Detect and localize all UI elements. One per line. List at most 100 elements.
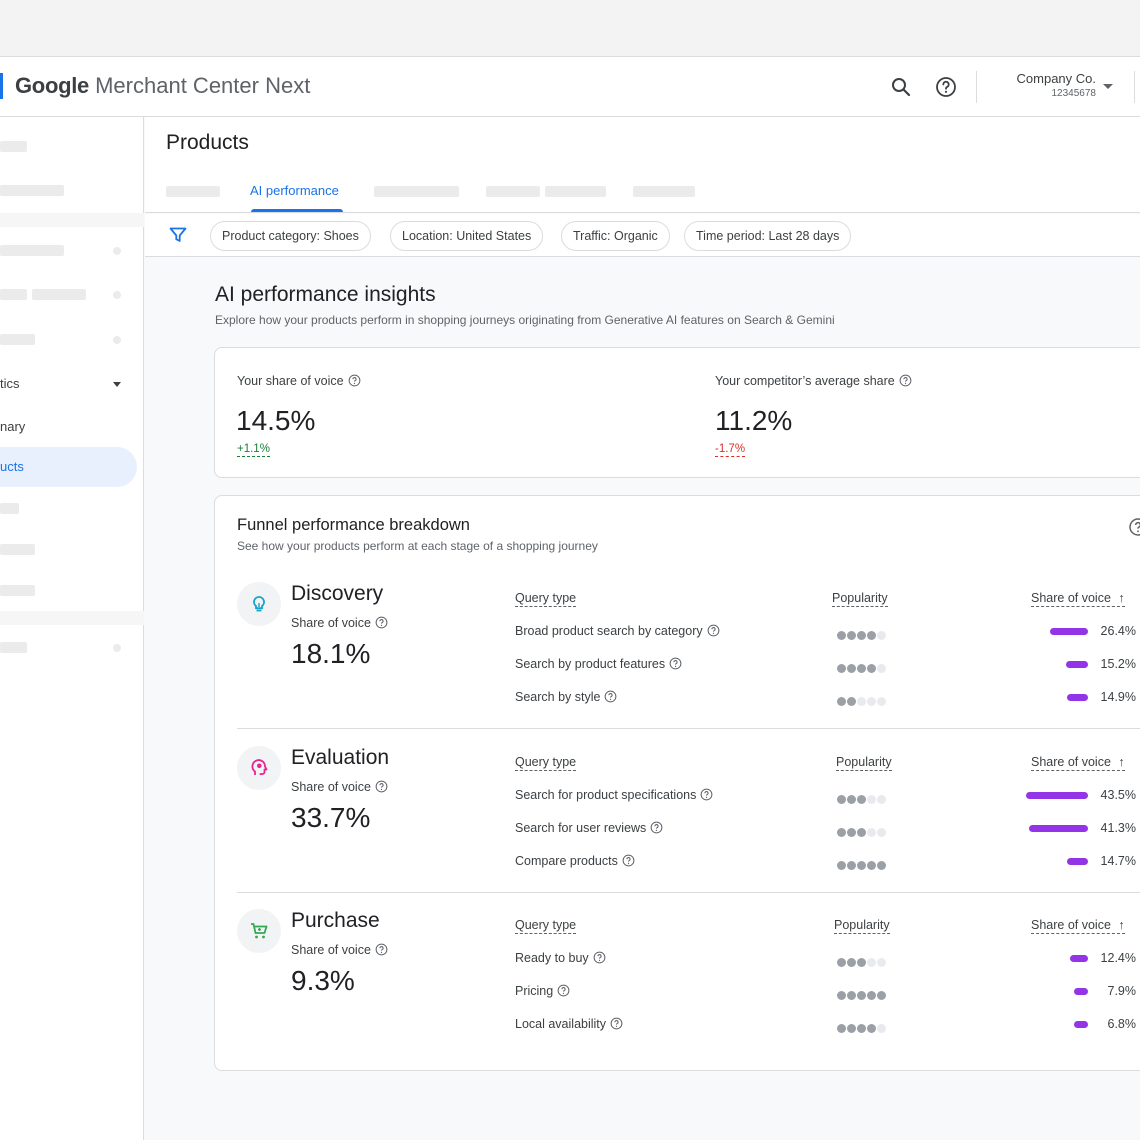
sidebar-item-placeholder[interactable] — [0, 245, 64, 256]
column-header-popularity[interactable]: Popularity — [832, 591, 888, 607]
popularity-dot — [867, 861, 876, 870]
sidebar-item-placeholder[interactable] — [0, 503, 19, 514]
popularity-dot — [857, 664, 866, 673]
sidebar-item-placeholder[interactable] — [0, 289, 27, 300]
column-header-query-type[interactable]: Query type — [515, 918, 577, 934]
arrow-up-icon: ↑ — [1118, 755, 1125, 769]
app-title[interactable]: Google Merchant Center Next — [15, 73, 310, 99]
page-title: Products — [166, 131, 249, 154]
share-of-voice-bar — [1029, 825, 1088, 832]
chevron-down-icon[interactable] — [1103, 84, 1113, 89]
funnel-subtitle: See how your products perform at each st… — [237, 539, 598, 553]
column-header-query-type[interactable]: Query type — [515, 755, 577, 771]
insights-title: AI performance insights — [215, 283, 436, 306]
sidebar-item-placeholder[interactable] — [0, 334, 35, 345]
filter-chip-traffic[interactable]: Traffic: Organic — [561, 221, 670, 251]
help-icon[interactable] — [700, 788, 713, 801]
popularity-indicator — [837, 987, 887, 1000]
popularity-dot — [877, 664, 886, 673]
tab-ai-performance[interactable]: AI performance — [250, 183, 339, 198]
sidebar-item-products[interactable] — [0, 447, 137, 487]
popularity-dot — [837, 958, 846, 967]
query-type-label: Broad product search by category — [515, 624, 703, 638]
help-icon[interactable] — [650, 821, 663, 834]
tab-placeholder[interactable] — [486, 186, 540, 197]
tab-placeholder[interactable] — [374, 186, 459, 197]
query-type-row: Ready to buy — [515, 951, 606, 965]
account-switcher[interactable]: Company Co. 12345678 — [984, 71, 1096, 99]
sidebar-item-analytics[interactable]: tics — [0, 376, 20, 391]
popularity-dot — [857, 861, 866, 870]
sidebar-item-placeholder[interactable] — [0, 544, 35, 555]
query-type-row: Search by style — [515, 690, 617, 704]
insights-subtitle: Explore how your products perform in sho… — [215, 313, 835, 327]
app-header: Google Merchant Center Next Company Co. … — [0, 57, 1140, 117]
stage-sov-value: 9.3% — [291, 965, 355, 996]
column-header-share-of-voice[interactable]: Share of voice ↑ — [1031, 591, 1125, 607]
help-icon[interactable] — [375, 780, 388, 793]
popularity-indicator — [837, 954, 887, 967]
query-type-row: Search for product specifications — [515, 788, 713, 802]
query-type-label: Compare products — [515, 854, 618, 868]
help-icon[interactable] — [934, 75, 958, 99]
logo-accent — [0, 73, 3, 99]
account-id: 12345678 — [1051, 88, 1097, 99]
sidebar-item-products-label: ucts — [0, 459, 24, 474]
popularity-dot — [877, 991, 886, 1000]
share-of-voice-value: 26.4% — [1100, 624, 1136, 638]
stage-sov-label-text: Share of voice — [291, 616, 371, 630]
help-icon[interactable] — [1128, 517, 1140, 542]
filter-icon[interactable] — [169, 227, 187, 248]
help-icon[interactable] — [707, 624, 720, 637]
column-header-share-of-voice[interactable]: Share of voice ↑ — [1031, 755, 1125, 771]
help-icon[interactable] — [593, 951, 606, 964]
popularity-dot — [837, 991, 846, 1000]
help-icon[interactable] — [669, 657, 682, 670]
sidebar-item-placeholder[interactable] — [0, 185, 64, 196]
popularity-dot — [877, 958, 886, 967]
sidebar-item-placeholder[interactable] — [0, 642, 27, 653]
tab-placeholder[interactable] — [633, 186, 695, 197]
popularity-indicator — [837, 791, 887, 804]
help-icon[interactable] — [622, 854, 635, 867]
share-of-voice-value: 7.9% — [1107, 984, 1137, 998]
column-header-share-of-voice-text: Share of voice — [1031, 918, 1111, 932]
share-of-voice-bar — [1074, 988, 1088, 995]
column-header-query-type[interactable]: Query type — [515, 591, 577, 607]
help-icon[interactable] — [610, 1017, 623, 1030]
column-header-share-of-voice[interactable]: Share of voice ↑ — [1031, 918, 1125, 934]
help-icon[interactable] — [899, 374, 912, 387]
filter-chip-category[interactable]: Product category: Shoes — [210, 221, 371, 251]
chevron-down-icon[interactable] — [113, 382, 121, 387]
stage-name: Discovery — [291, 582, 384, 605]
column-header-popularity[interactable]: Popularity — [836, 755, 892, 771]
stage-sov-value: 18.1% — [291, 638, 371, 669]
share-of-voice-bar — [1067, 858, 1088, 865]
popularity-dot — [877, 861, 886, 870]
help-icon[interactable] — [557, 984, 570, 997]
stage-sov-label-text: Share of voice — [291, 943, 371, 957]
filter-chip-time-period[interactable]: Time period: Last 28 days — [684, 221, 852, 251]
popularity-dot — [847, 1024, 856, 1033]
popularity-dot — [857, 631, 866, 640]
search-icon[interactable] — [889, 75, 913, 99]
popularity-dot — [847, 795, 856, 804]
tab-placeholder[interactable] — [166, 186, 220, 197]
popularity-dot — [847, 697, 856, 706]
sidebar-item-placeholder[interactable] — [0, 141, 27, 152]
help-icon[interactable] — [375, 943, 388, 956]
sidebar-item-placeholder[interactable] — [0, 585, 35, 596]
help-icon[interactable] — [375, 616, 388, 629]
help-icon[interactable] — [348, 374, 361, 387]
stage-sov-label: Share of voice — [291, 780, 388, 794]
filter-chip-location[interactable]: Location: United States — [390, 221, 544, 251]
tab-placeholder[interactable] — [545, 186, 606, 197]
popularity-dot — [877, 697, 886, 706]
popularity-dot — [837, 1024, 846, 1033]
competitor-share-label-text: Your competitor’s average share — [715, 374, 895, 388]
help-icon[interactable] — [604, 690, 617, 703]
sidebar-item-placeholder[interactable] — [32, 289, 86, 300]
column-header-popularity[interactable]: Popularity — [834, 918, 890, 934]
popularity-dot — [837, 861, 846, 870]
sidebar-item-summary[interactable]: nary — [0, 419, 26, 434]
